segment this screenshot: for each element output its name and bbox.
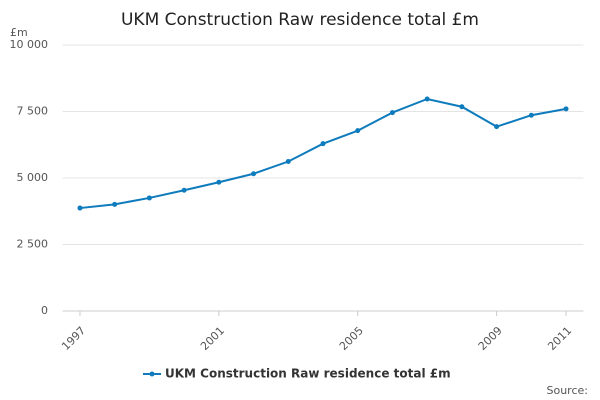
point bbox=[285, 159, 291, 165]
point bbox=[424, 96, 430, 102]
point bbox=[146, 195, 152, 201]
y-tick-label: 10 000 bbox=[10, 38, 49, 51]
chart-title: UKM Construction Raw residence total £m bbox=[121, 10, 479, 30]
point bbox=[355, 128, 361, 134]
point bbox=[389, 110, 395, 116]
legend-marker bbox=[149, 371, 155, 377]
x-tick-label: 2005 bbox=[337, 324, 366, 353]
point bbox=[320, 141, 326, 147]
y-tick-label: 5 000 bbox=[17, 171, 49, 184]
line bbox=[79, 97, 567, 210]
point bbox=[77, 205, 83, 211]
point bbox=[112, 201, 118, 207]
point bbox=[494, 124, 500, 130]
y-tick-label: 0 bbox=[41, 304, 48, 317]
y-tick-label: 7 500 bbox=[17, 105, 49, 118]
x-tick-label: 1997 bbox=[59, 324, 88, 353]
point bbox=[216, 179, 222, 185]
point bbox=[251, 171, 257, 177]
point bbox=[459, 104, 465, 110]
legend-label: UKM Construction Raw residence total £m bbox=[165, 367, 451, 381]
point bbox=[181, 187, 187, 193]
y-tick-label: 2 500 bbox=[17, 238, 49, 251]
point bbox=[563, 106, 569, 112]
y-axis-label: £m bbox=[10, 26, 28, 39]
x-tick-label: 2009 bbox=[476, 324, 505, 353]
point bbox=[528, 112, 534, 118]
x-tick-label: 2001 bbox=[198, 324, 227, 353]
x-tick-label: 2011 bbox=[545, 324, 574, 353]
source: Source: bbox=[547, 384, 589, 397]
